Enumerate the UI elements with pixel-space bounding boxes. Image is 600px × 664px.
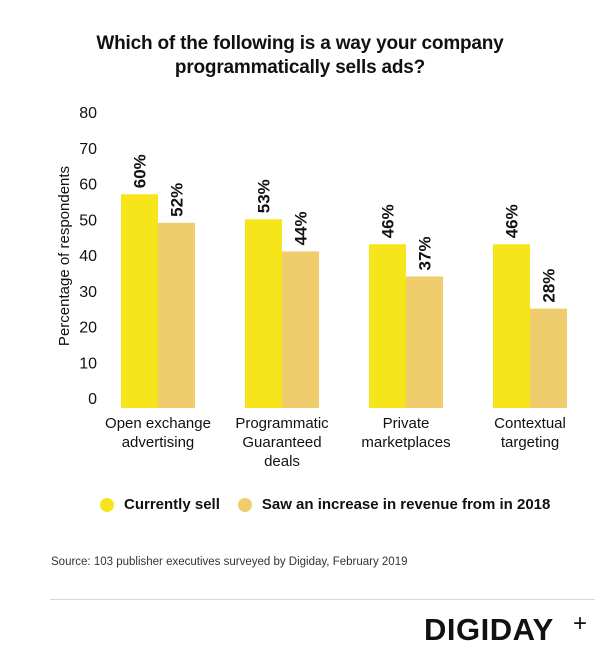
legend-item-revenue-increase: Saw an increase in revenue from in 2018	[237, 496, 551, 513]
bar-currently-sell	[493, 244, 530, 408]
bar-value-label: 46%	[503, 204, 522, 238]
legend-item-currently-sell: Currently sell	[100, 496, 220, 513]
bar-value-label: 60%	[131, 154, 150, 188]
x-category-label: deals	[264, 453, 300, 470]
x-category-label: targeting	[501, 434, 559, 451]
bar-currently-sell	[369, 244, 406, 408]
x-category-label: Open exchange	[105, 415, 211, 432]
bar-value-label: 52%	[168, 183, 187, 217]
x-category-label: marketplaces	[361, 434, 450, 451]
legend-label-currently-sell: Currently sell	[124, 496, 220, 513]
x-category-label: Programmatic	[235, 415, 329, 432]
x-category-label: advertising	[122, 434, 195, 451]
bar-value-label: 53%	[255, 179, 274, 213]
legend-swatch-revenue-increase	[237, 497, 252, 512]
y-tick-label: 30	[79, 284, 97, 301]
legend-label-revenue-increase: Saw an increase in revenue from in 2018	[261, 496, 551, 513]
chart-title-line-1: Which of the following is a way your com…	[96, 33, 504, 54]
bar-value-label: 37%	[416, 236, 435, 270]
y-axis-label: Percentage of respondents	[56, 166, 73, 346]
bar-currently-sell	[245, 219, 282, 408]
y-tick-label: 70	[79, 141, 97, 158]
y-tick-label: 60	[79, 177, 97, 194]
bar-value-label: 46%	[379, 204, 398, 238]
chart-title: Which of the following is a way your com…	[60, 32, 540, 80]
y-tick-label: 40	[79, 248, 97, 265]
x-category-label: Guaranteed	[242, 434, 321, 451]
legend-swatch-currently-sell	[100, 497, 114, 512]
bar-revenue-increase	[282, 251, 319, 408]
bar-revenue-increase	[406, 276, 443, 408]
y-tick-label: 50	[79, 212, 97, 229]
y-tick-label: 80	[79, 105, 97, 122]
digiday-plus-icon: +	[573, 610, 588, 637]
y-tick-label: 10	[79, 355, 97, 372]
digiday-logo: DIGIDAY	[424, 612, 554, 647]
y-tick-label: 0	[88, 391, 97, 408]
legend: Currently sell Saw an increase in revenu…	[100, 496, 568, 513]
bar-currently-sell	[121, 194, 158, 408]
x-category-label: Contextual	[494, 415, 566, 432]
chart-title-line-2: programmatically sells ads?	[174, 57, 426, 78]
y-tick-label: 20	[79, 320, 97, 337]
x-category-label: Private	[383, 415, 430, 432]
bar-value-label: 44%	[292, 211, 311, 245]
divider	[50, 599, 595, 600]
source-note: Source: 103 publisher executives surveye…	[51, 556, 408, 568]
bar-revenue-increase	[158, 222, 195, 408]
bar-value-label: 28%	[540, 269, 559, 303]
bar-chart: 0 10 20 30 40 50 60 70 80 Percentage of responden…	[56, 105, 567, 470]
bar-revenue-increase	[530, 308, 567, 408]
